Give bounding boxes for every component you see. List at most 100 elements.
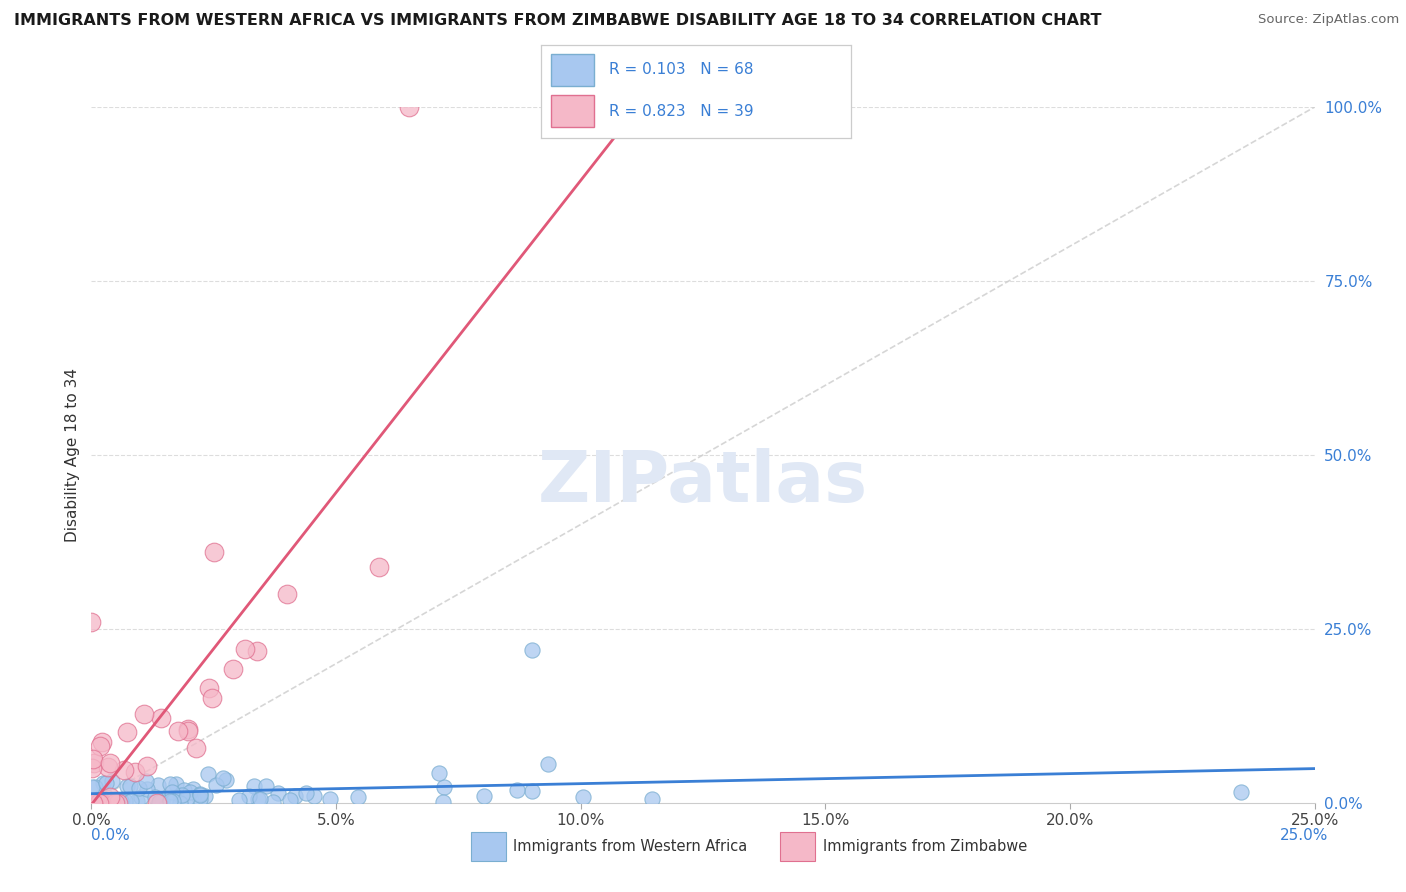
Point <box>150 794 173 808</box>
Point <box>177 722 200 736</box>
Point <box>228 793 250 807</box>
Point <box>94 775 117 789</box>
Point <box>173 782 195 797</box>
Point <box>184 740 207 755</box>
Text: ZIPatlas: ZIPatlas <box>538 449 868 517</box>
Point <box>80 761 103 775</box>
Point <box>80 615 103 629</box>
Point <box>212 771 235 785</box>
Point <box>254 779 277 793</box>
Point <box>128 780 150 795</box>
Point <box>160 784 183 798</box>
Point <box>537 757 560 772</box>
Point <box>506 782 529 797</box>
Point <box>295 786 318 800</box>
Text: Source: ZipAtlas.com: Source: ZipAtlas.com <box>1258 13 1399 27</box>
Point <box>233 642 256 657</box>
Point <box>84 796 107 810</box>
Point <box>143 790 166 805</box>
Point <box>278 793 301 807</box>
Point <box>127 794 149 808</box>
Point <box>177 724 200 739</box>
Point <box>179 784 201 798</box>
Point <box>84 780 107 794</box>
Point <box>398 100 420 114</box>
Point <box>520 642 543 657</box>
Point <box>167 723 190 738</box>
Point <box>80 796 103 810</box>
Point <box>1230 785 1253 799</box>
Point <box>520 784 543 798</box>
Point <box>169 788 191 802</box>
Point <box>202 545 225 559</box>
Point <box>104 796 127 810</box>
Point <box>87 796 110 810</box>
Point <box>98 756 121 770</box>
Point <box>472 789 495 804</box>
Point <box>82 752 104 766</box>
Point <box>238 789 260 804</box>
Text: R = 0.103   N = 68: R = 0.103 N = 68 <box>609 62 754 78</box>
Point <box>242 779 264 793</box>
Point <box>91 735 114 749</box>
Point <box>205 778 228 792</box>
Point <box>80 780 103 794</box>
Point <box>115 779 138 793</box>
Point <box>101 774 124 789</box>
Point <box>284 789 307 803</box>
Y-axis label: Disability Age 18 to 34: Disability Age 18 to 34 <box>65 368 80 542</box>
Point <box>117 724 139 739</box>
Point <box>267 786 290 800</box>
Point <box>188 792 211 806</box>
Point <box>162 794 184 808</box>
Point <box>302 789 325 804</box>
Point <box>247 791 270 805</box>
Text: IMMIGRANTS FROM WESTERN AFRICA VS IMMIGRANTS FROM ZIMBABWE DISABILITY AGE 18 TO : IMMIGRANTS FROM WESTERN AFRICA VS IMMIGR… <box>14 13 1101 29</box>
Point <box>135 782 157 797</box>
Point <box>640 792 662 806</box>
Point <box>91 776 114 790</box>
Point <box>112 763 135 777</box>
Point <box>107 796 129 810</box>
Point <box>262 796 284 810</box>
Point <box>97 760 120 774</box>
Point <box>114 794 136 808</box>
Text: R = 0.823   N = 39: R = 0.823 N = 39 <box>609 103 754 119</box>
Point <box>181 791 204 805</box>
Point <box>170 788 193 802</box>
Text: 0.0%: 0.0% <box>91 829 131 843</box>
Point <box>120 793 142 807</box>
Point <box>100 790 122 805</box>
Point <box>176 791 198 805</box>
Point <box>188 787 211 801</box>
Point <box>159 794 181 808</box>
Point <box>432 796 454 810</box>
Point <box>197 766 219 780</box>
Point <box>89 794 111 808</box>
Point <box>118 779 141 793</box>
Point <box>110 794 132 808</box>
Point <box>183 781 205 796</box>
Point <box>433 780 456 795</box>
Point <box>135 774 157 789</box>
Point <box>83 756 105 770</box>
Point <box>201 691 224 706</box>
FancyBboxPatch shape <box>551 54 593 86</box>
Point <box>368 560 391 574</box>
Point <box>132 706 155 721</box>
Point <box>90 796 112 810</box>
Point <box>82 796 104 810</box>
Point <box>90 790 112 805</box>
Point <box>82 796 104 810</box>
Point <box>124 765 146 780</box>
Point <box>190 788 212 802</box>
Point <box>135 759 157 773</box>
Point <box>165 776 187 790</box>
Point <box>149 795 172 809</box>
Text: 25.0%: 25.0% <box>1281 829 1329 843</box>
Point <box>319 792 342 806</box>
Point <box>159 777 181 791</box>
Point <box>100 796 122 810</box>
Point <box>222 663 245 677</box>
Point <box>246 643 269 657</box>
